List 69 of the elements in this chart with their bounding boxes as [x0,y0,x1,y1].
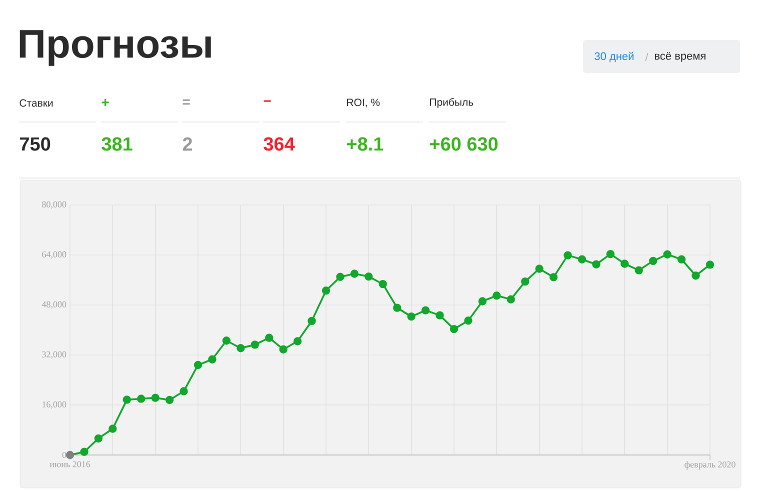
point [592,260,600,268]
point [450,324,458,334]
point [208,355,216,364]
x-tick-label: февраль 2020 [684,461,736,470]
point [222,336,231,345]
point [108,424,117,433]
point [564,251,572,260]
point [336,272,344,281]
point [250,340,259,349]
text: / [645,52,648,62]
point [94,434,103,443]
point [692,272,700,280]
point [80,448,88,456]
point [464,316,472,325]
point [706,260,714,269]
y-tick-label: 32,000 [42,351,66,359]
x-tick-label: июнь 2016 [50,461,90,468]
point [549,273,558,282]
point [194,360,202,370]
point [436,311,444,320]
text: + [102,98,109,106]
point [364,272,373,281]
point [293,337,302,346]
y-tick-label: 16,000 [42,401,66,409]
point [649,256,658,266]
point [308,316,316,326]
text: 364 [264,137,295,151]
point [620,260,629,268]
point [606,250,615,258]
text: 750 [20,137,50,151]
chart-title: Прогнозы [20,30,211,66]
y-tick-label: 80,000 [42,201,66,209]
point [421,306,430,314]
text: = [182,99,190,105]
text: 381 [102,137,132,151]
text: +8.1 [347,137,384,151]
point [393,304,402,312]
point [506,295,515,304]
point [478,297,487,306]
point [137,394,146,403]
point [663,250,672,258]
point [378,280,387,288]
text: всё время [654,52,706,62]
point [279,345,288,354]
point [350,270,359,278]
point [634,266,643,274]
point [265,334,274,342]
text: ROI, % [347,98,380,108]
y-tick-label: 48,000 [42,301,66,309]
point [521,277,530,286]
text: 30 дней [594,52,634,62]
text: +60 630 [430,137,498,151]
point [236,344,245,352]
y-tick-label: 0 [62,452,66,458]
point [407,312,416,321]
point [578,255,586,264]
y-tick-label: 64,000 [42,251,66,259]
text: − [264,100,271,102]
point [165,396,174,404]
point [322,286,330,295]
point [492,292,501,300]
point [535,264,544,273]
text: Прибыль [430,98,474,108]
point [677,255,686,264]
text: Ставки [20,99,53,107]
point [180,387,188,396]
point [122,396,131,404]
text: 2 [182,137,192,151]
point [151,394,160,402]
